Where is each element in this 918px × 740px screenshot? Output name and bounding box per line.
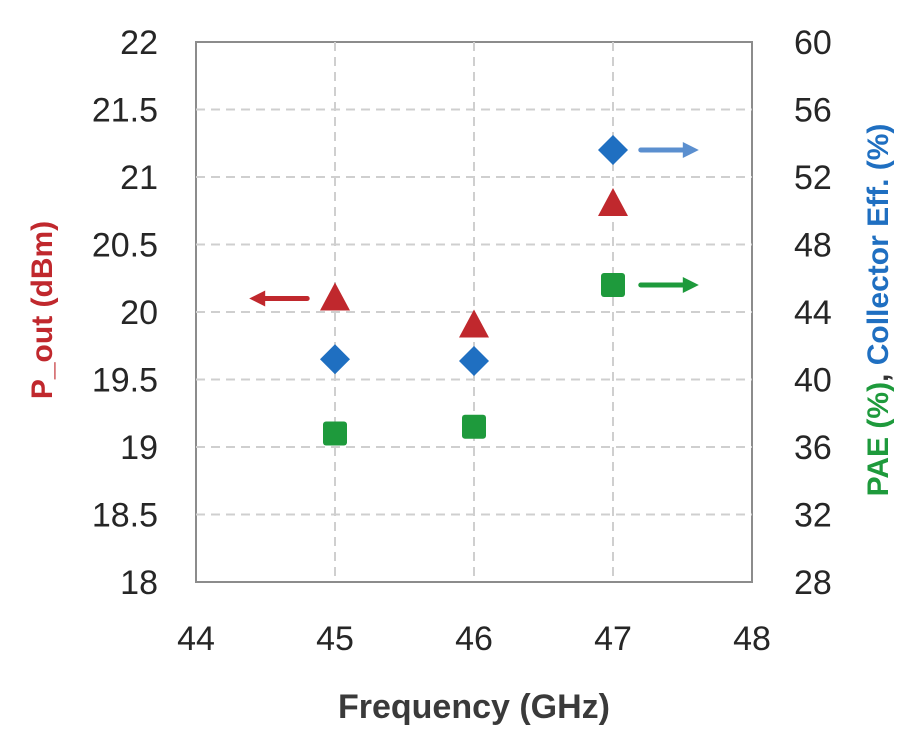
y-left-tick-label: 18.5 (92, 497, 158, 535)
y-right-tick-label: 36 (794, 429, 832, 467)
y-left-tick-label: 21 (120, 159, 158, 197)
pout-point (320, 282, 350, 311)
collector-eff-point (320, 344, 350, 375)
x-tick-label: 47 (594, 620, 632, 658)
y-right-tick-labels: 28 32 36 40 44 48 52 56 60 (794, 24, 832, 602)
y-right-tick-label: 40 (794, 362, 832, 400)
axis-arrow (249, 290, 310, 307)
y-right-label-part: PAE (%) (862, 382, 895, 496)
x-tick-labels: 44 45 46 47 48 (177, 620, 771, 658)
collector-eff-point (459, 345, 489, 376)
y-left-tick-label: 18 (120, 564, 158, 602)
y-right-tick-label: 56 (794, 92, 832, 130)
pae-point (323, 421, 347, 446)
y-right-tick-label: 60 (794, 24, 832, 62)
y-right-label-part: , (862, 365, 895, 382)
pae-point (601, 273, 625, 297)
x-tick-label: 48 (733, 620, 771, 658)
y-left-tick-label: 22 (120, 24, 158, 62)
pae-point (462, 414, 486, 439)
x-tick-label: 46 (455, 620, 493, 658)
y-right-tick-label: 28 (794, 564, 832, 602)
y-left-tick-label: 19 (120, 429, 158, 467)
y-left-tick-label: 21.5 (92, 92, 158, 130)
collector-eff-point (598, 135, 628, 165)
y-left-tick-label: 20.5 (92, 227, 158, 265)
x-tick-label: 44 (177, 620, 215, 658)
y-right-tick-label: 52 (794, 159, 832, 197)
y-left-tick-label: 19.5 (92, 362, 158, 400)
pout-point (459, 309, 489, 338)
y-right-tick-label: 44 (794, 294, 832, 332)
axis-arrows (249, 142, 699, 307)
y-left-tick-label: 20 (120, 294, 158, 332)
axis-arrow (638, 142, 699, 158)
y-left-axis-label: P_out (dBm) (26, 221, 59, 399)
y-right-tick-label: 48 (794, 227, 832, 265)
pout-point (598, 188, 628, 216)
x-tick-label: 45 (316, 620, 354, 658)
x-axis-label: Frequency (GHz) (338, 688, 610, 726)
y-right-axis-label: PAE (%), Collector Eff. (%) (862, 124, 895, 497)
y-left-tick-labels: 18 18.5 19 19.5 20 20.5 21 21.5 22 (92, 24, 158, 602)
y-right-tick-label: 32 (794, 497, 832, 535)
y-right-label-part: Collector Eff. (%) (862, 124, 895, 366)
data-marks (320, 135, 628, 446)
axis-arrow (638, 277, 699, 293)
